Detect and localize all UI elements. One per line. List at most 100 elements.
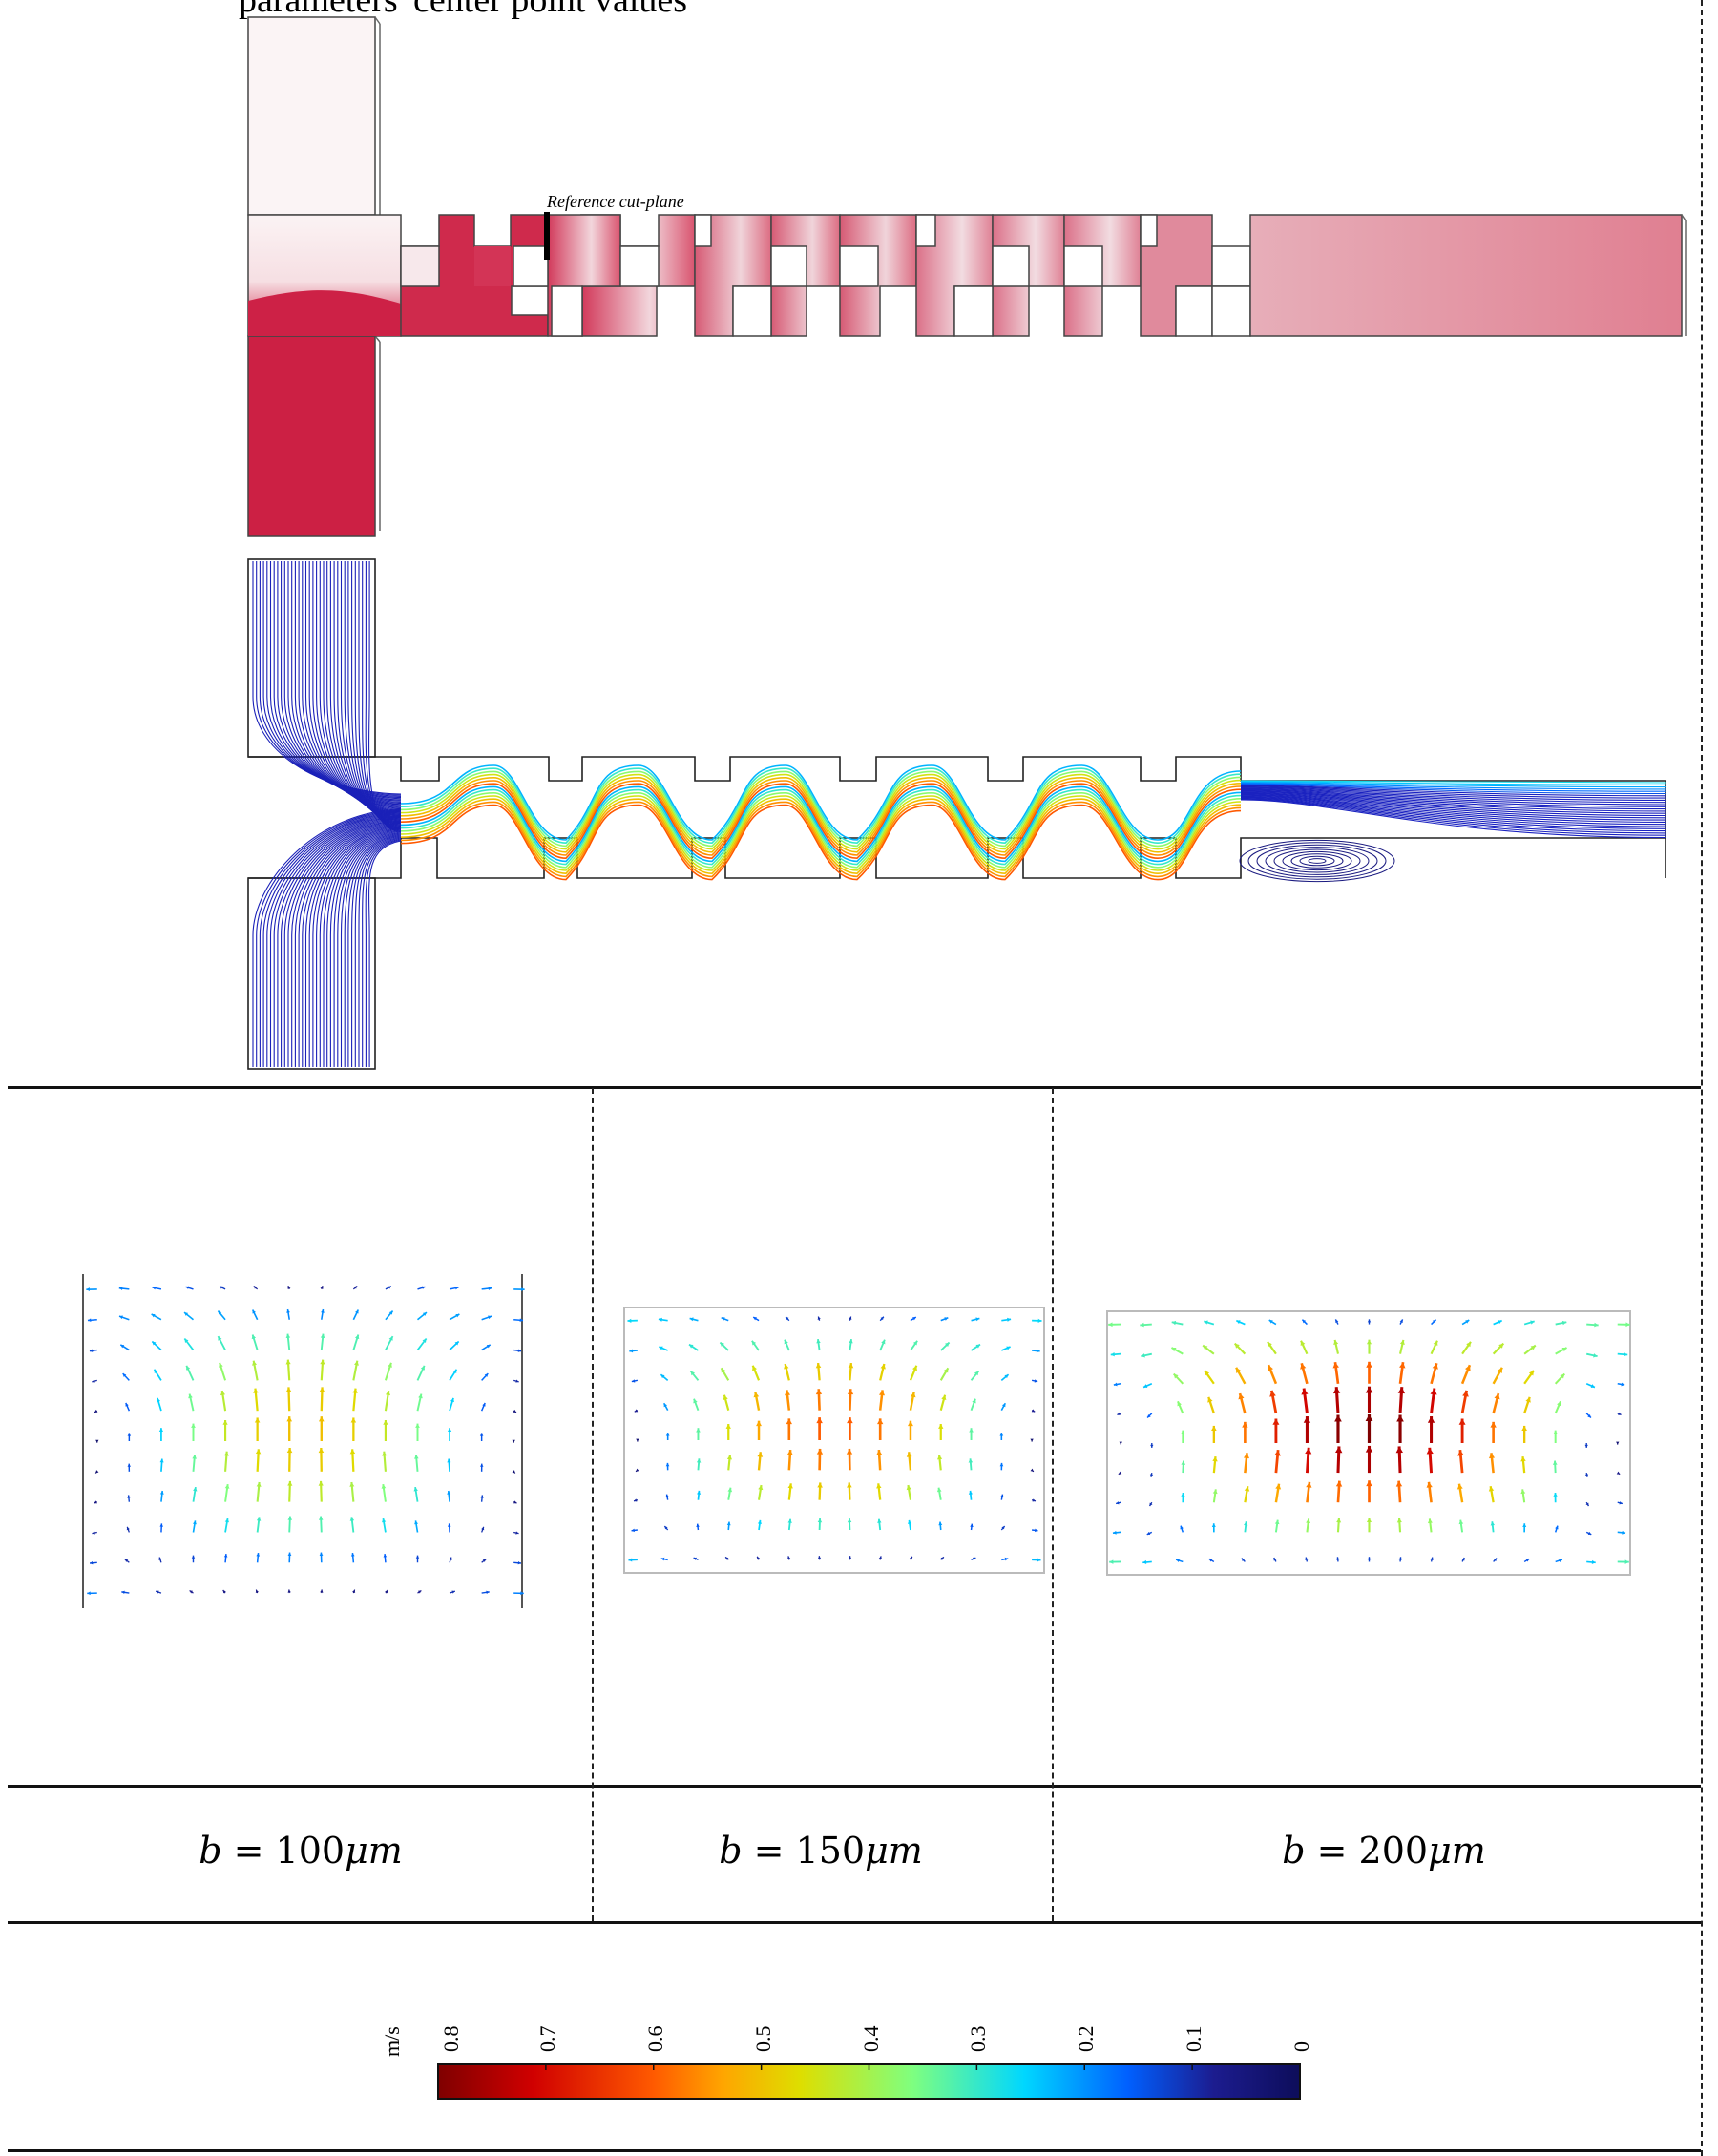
velocity-arrowhead xyxy=(1207,1396,1213,1403)
velocity-arrowhead xyxy=(454,1341,459,1346)
velocity-arrowhead xyxy=(512,1439,515,1443)
velocity-arrowhead xyxy=(1367,1557,1372,1560)
velocity-arrowhead xyxy=(660,1557,665,1561)
velocity-arrowhead xyxy=(1432,1319,1436,1324)
velocity-arrowhead xyxy=(318,1516,324,1520)
velocity-arrowhead xyxy=(152,1341,157,1346)
velocity-arrowhead xyxy=(121,1590,125,1595)
velocity-arrowhead xyxy=(906,1452,912,1457)
streamline xyxy=(262,561,402,799)
velocity-arrowhead xyxy=(634,1409,639,1413)
streamline xyxy=(1240,788,1666,807)
streamline xyxy=(304,823,402,1067)
velocity-arrowhead xyxy=(1465,1320,1470,1324)
velocity-arrowhead xyxy=(125,1402,129,1407)
velocity-arrowhead xyxy=(970,1523,974,1528)
velocity-arrowhead xyxy=(817,1482,823,1488)
streamline xyxy=(1240,781,1666,785)
streamline xyxy=(269,813,402,1067)
velocity-arrowhead xyxy=(696,1523,700,1528)
velocity-arrowhead xyxy=(938,1424,944,1429)
velocity-arrowhead xyxy=(152,1286,157,1290)
velocity-arrowhead xyxy=(385,1391,391,1396)
row-divider-2 xyxy=(8,1785,1701,1788)
velocity-arrowhead xyxy=(1118,1471,1122,1475)
velocity-arrowhead xyxy=(1032,1498,1036,1502)
velocity-arrowhead xyxy=(1366,1518,1372,1522)
streamline xyxy=(367,840,402,1067)
velocity-arrowhead xyxy=(454,1286,459,1290)
velocity-arrowhead xyxy=(1208,1559,1213,1562)
velocity-arrowhead xyxy=(1525,1559,1530,1562)
velocity-arrowhead xyxy=(220,1286,223,1289)
streamline xyxy=(344,833,402,1067)
velocity-arrowhead xyxy=(353,1286,358,1289)
velocity-arrowhead xyxy=(1365,1445,1373,1453)
velocity-arrowhead xyxy=(1149,1502,1153,1506)
velocity-arrowhead xyxy=(1585,1502,1589,1506)
velocity-arrowhead xyxy=(252,1360,258,1366)
velocity-arrowhead xyxy=(1528,1370,1534,1376)
velocity-arrowhead xyxy=(1274,1519,1280,1525)
velocity-arrowhead xyxy=(89,1349,94,1352)
velocity-arrowhead xyxy=(786,1418,792,1425)
velocity-arrowhead xyxy=(521,1287,525,1292)
velocity-arrowhead xyxy=(727,1487,733,1493)
velocity-arrowhead xyxy=(725,1557,729,1560)
velocity-vectors-b200 xyxy=(1106,1310,1631,1576)
cross-section-outline xyxy=(1106,1310,1631,1576)
streamline xyxy=(400,764,1242,841)
velocity-arrowhead xyxy=(817,1518,823,1523)
streamline xyxy=(1240,783,1666,792)
velocity-arrowhead xyxy=(383,1554,388,1558)
velocity-arrowhead xyxy=(1458,1519,1464,1525)
velocity-arrowhead xyxy=(449,1557,452,1560)
velocity-arrowhead xyxy=(972,1557,976,1560)
velocity-arrowhead xyxy=(1621,1382,1625,1387)
velocity-arrowhead xyxy=(1030,1468,1034,1472)
velocity-arrowhead xyxy=(1520,1489,1526,1495)
velocity-arrowhead xyxy=(127,1495,131,1498)
streamline xyxy=(337,561,402,823)
velocity-arrowhead xyxy=(285,1359,291,1365)
velocity-arrowhead xyxy=(191,1423,196,1428)
velocity-arrowhead xyxy=(907,1519,912,1524)
velocity-arrowhead xyxy=(1273,1558,1277,1561)
colorbar-tick-label: 0.3 xyxy=(966,2025,991,2053)
velocity-arrowhead xyxy=(1584,1474,1589,1477)
colorbar-tick-label: 0 xyxy=(1289,2041,1313,2052)
velocity-arrowhead xyxy=(628,1558,633,1562)
velocity-arrowhead xyxy=(693,1557,698,1560)
velocity-arrowhead xyxy=(665,1494,669,1498)
velocity-arrowhead xyxy=(255,1449,262,1455)
streamline xyxy=(302,561,402,811)
velocity-arrowhead xyxy=(418,1393,423,1399)
streamline xyxy=(400,785,1242,863)
velocity-arrowhead xyxy=(1521,1425,1527,1432)
velocity-arrowhead xyxy=(878,1556,883,1559)
velocity-arrowhead xyxy=(122,1373,127,1377)
velocity-arrowhead xyxy=(816,1339,821,1344)
velocity-arrowhead xyxy=(451,1590,455,1594)
velocity-arrowhead xyxy=(664,1526,668,1530)
row-divider-3 xyxy=(8,1921,1701,1924)
streamline xyxy=(304,561,402,812)
streamline xyxy=(337,831,402,1067)
velocity-arrowhead xyxy=(1305,1557,1309,1560)
velocity-arrowhead xyxy=(385,1589,388,1594)
velocity-arrowhead xyxy=(320,1589,324,1593)
velocity-arrowhead xyxy=(321,1308,325,1313)
streamline xyxy=(340,832,402,1067)
velocity-arrowhead xyxy=(1430,1388,1437,1395)
velocity-arrowhead xyxy=(1490,1521,1495,1526)
velocity-arrowhead xyxy=(999,1462,1004,1467)
velocity-arrowhead xyxy=(1030,1438,1034,1442)
velocity-arrowhead xyxy=(1525,1396,1531,1403)
velocity-arrowhead xyxy=(191,1555,196,1559)
velocity-arrowhead xyxy=(1001,1526,1005,1530)
velocity-arrowhead xyxy=(1594,1322,1599,1328)
velocity-arrowhead xyxy=(318,1416,325,1422)
velocity-arrowhead xyxy=(725,1424,731,1429)
vortex-loop xyxy=(1265,847,1370,875)
velocity-arrowhead xyxy=(1037,1558,1041,1562)
